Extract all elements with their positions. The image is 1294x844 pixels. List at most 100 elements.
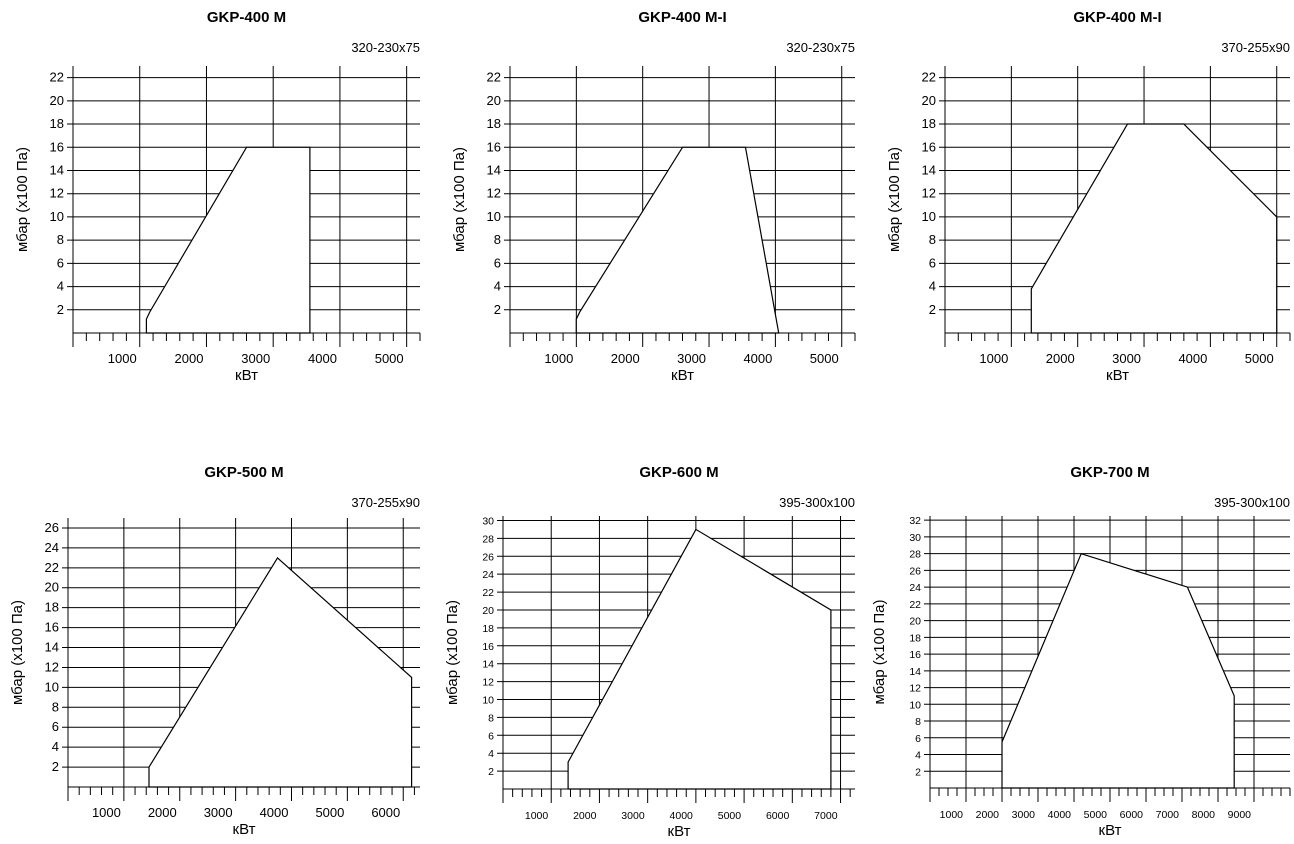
y-tick-label: 12 <box>482 677 494 689</box>
x-tick-label: 5000 <box>810 351 839 366</box>
y-tick-label: 8 <box>929 232 936 247</box>
y-tick-label: 24 <box>482 569 494 581</box>
y-tick-label: 20 <box>909 616 921 628</box>
y-tick-label: 10 <box>487 209 501 224</box>
y-tick-label: 26 <box>45 520 59 535</box>
y-tick-label: 6 <box>915 733 921 745</box>
x-tick-label: 4000 <box>260 805 289 820</box>
y-tick-label: 22 <box>909 599 921 611</box>
y-axis-label: мбар (x100 Па) <box>886 147 903 252</box>
y-tick-label: 22 <box>482 587 494 599</box>
chart-title: GKP-600 M <box>639 464 718 481</box>
working-field-area <box>1030 123 1278 334</box>
y-tick-label: 10 <box>909 699 921 711</box>
chart-title: GKP-700 M <box>1070 464 1149 481</box>
y-tick-label: 30 <box>909 532 921 544</box>
y-axis-label: мбар (x100 Па) <box>14 147 31 252</box>
x-tick-label: 4000 <box>743 351 772 366</box>
x-axis-label: кВт <box>233 821 256 838</box>
y-tick-label: 6 <box>929 255 936 270</box>
y-tick-label: 14 <box>50 162 64 177</box>
chart-subtitle: 320-230x75 <box>351 40 420 55</box>
x-axis-label: кВт <box>1106 367 1129 384</box>
x-tick-label: 5000 <box>1245 351 1274 366</box>
chart-3: GKP-400 M-I 370-255x90 2 4 6 8 10 12 14 16 18 20 22 1… <box>886 9 1291 384</box>
chart-title: GKP-400 M <box>207 9 286 26</box>
chart-6: GKP-700 M395-300x10024681012141618202224… <box>871 464 1291 839</box>
y-tick-label: 12 <box>487 186 501 201</box>
x-axis-label: кВт <box>671 367 694 384</box>
y-tick-label: 14 <box>909 666 921 678</box>
x-tick-label: 5000 <box>1084 809 1108 821</box>
y-tick-label: 10 <box>50 209 64 224</box>
y-tick-label: 2 <box>57 302 64 317</box>
working-field-area <box>148 556 413 788</box>
x-axis-label: кВт <box>1099 822 1122 839</box>
chart-title: GKP-500 M <box>204 464 283 481</box>
y-tick-label: 2 <box>52 759 59 774</box>
y-tick-label: 4 <box>929 279 936 294</box>
chart-subtitle: 395-300x100 <box>779 495 855 510</box>
y-tick-label: 8 <box>915 716 921 728</box>
x-tick-label: 4000 <box>1048 809 1072 821</box>
y-tick-label: 18 <box>50 116 64 131</box>
y-tick-label: 10 <box>45 679 59 694</box>
chart-1: GKP-400 M 320-230x75 2 4 6 8 10 12 14 16 18 20 22 100… <box>14 9 421 384</box>
chart-subtitle: 370-255x90 <box>351 495 420 510</box>
y-tick-label: 4 <box>57 279 64 294</box>
y-tick-label: 12 <box>909 683 921 695</box>
chart-subtitle: 395-300x100 <box>1214 495 1290 510</box>
y-tick-label: 28 <box>909 549 921 561</box>
y-tick-label: 16 <box>45 620 59 635</box>
x-tick-label: 7000 <box>1156 809 1180 821</box>
y-tick-label: 4 <box>494 279 501 294</box>
x-tick-label: 3000 <box>204 805 233 820</box>
chart-5: GKP-600 M395-300x10024681012141618202224… <box>444 464 855 840</box>
y-tick-label: 18 <box>922 116 936 131</box>
x-tick-label: 1000 <box>92 805 121 820</box>
x-tick-label: 5000 <box>375 351 404 366</box>
x-tick-label: 1000 <box>940 809 964 821</box>
y-tick-label: 8 <box>52 699 59 714</box>
x-tick-label: 2000 <box>611 351 640 366</box>
x-axis-label: кВт <box>235 367 258 384</box>
working-field-area <box>1001 552 1235 789</box>
chart-subtitle: 320-230x75 <box>786 40 855 55</box>
y-tick-label: 16 <box>50 139 64 154</box>
y-tick-label: 16 <box>909 649 921 661</box>
x-tick-label: 3000 <box>621 810 645 822</box>
y-tick-label: 2 <box>915 766 921 778</box>
y-tick-label: 14 <box>482 659 494 671</box>
chart-4: GKP-500 M370-255x90246810121416182022242… <box>9 464 420 838</box>
y-tick-label: 14 <box>922 162 936 177</box>
y-tick-label: 20 <box>487 93 501 108</box>
x-tick-label: 5000 <box>315 805 344 820</box>
y-tick-label: 22 <box>922 70 936 85</box>
y-tick-label: 2 <box>929 302 936 317</box>
y-tick-label: 8 <box>57 232 64 247</box>
y-tick-label: 14 <box>487 162 501 177</box>
x-tick-label: 2000 <box>573 810 597 822</box>
chart-subtitle: 370-255x90 <box>1221 40 1290 55</box>
y-tick-label: 22 <box>50 70 64 85</box>
y-tick-label: 4 <box>488 748 494 760</box>
y-tick-label: 16 <box>922 139 936 154</box>
y-tick-label: 20 <box>50 93 64 108</box>
y-tick-label: 2 <box>494 302 501 317</box>
y-tick-label: 10 <box>922 209 936 224</box>
x-tick-label: 2000 <box>1046 351 1075 366</box>
x-tick-label: 9000 <box>1228 809 1252 821</box>
x-tick-label: 6000 <box>371 805 400 820</box>
y-tick-label: 2 <box>488 766 494 778</box>
y-tick-label: 6 <box>52 719 59 734</box>
chart-2: GKP-400 M-I 320-230x75 2 4 6 8 10 12 14 16 18 20 22 1… <box>451 9 856 384</box>
y-tick-label: 16 <box>487 139 501 154</box>
y-tick-label: 6 <box>57 255 64 270</box>
y-tick-label: 30 <box>482 515 494 527</box>
y-tick-label: 20 <box>922 93 936 108</box>
y-tick-label: 6 <box>494 255 501 270</box>
x-tick-label: 2000 <box>175 351 204 366</box>
y-tick-label: 12 <box>45 659 59 674</box>
x-tick-label: 3000 <box>677 351 706 366</box>
